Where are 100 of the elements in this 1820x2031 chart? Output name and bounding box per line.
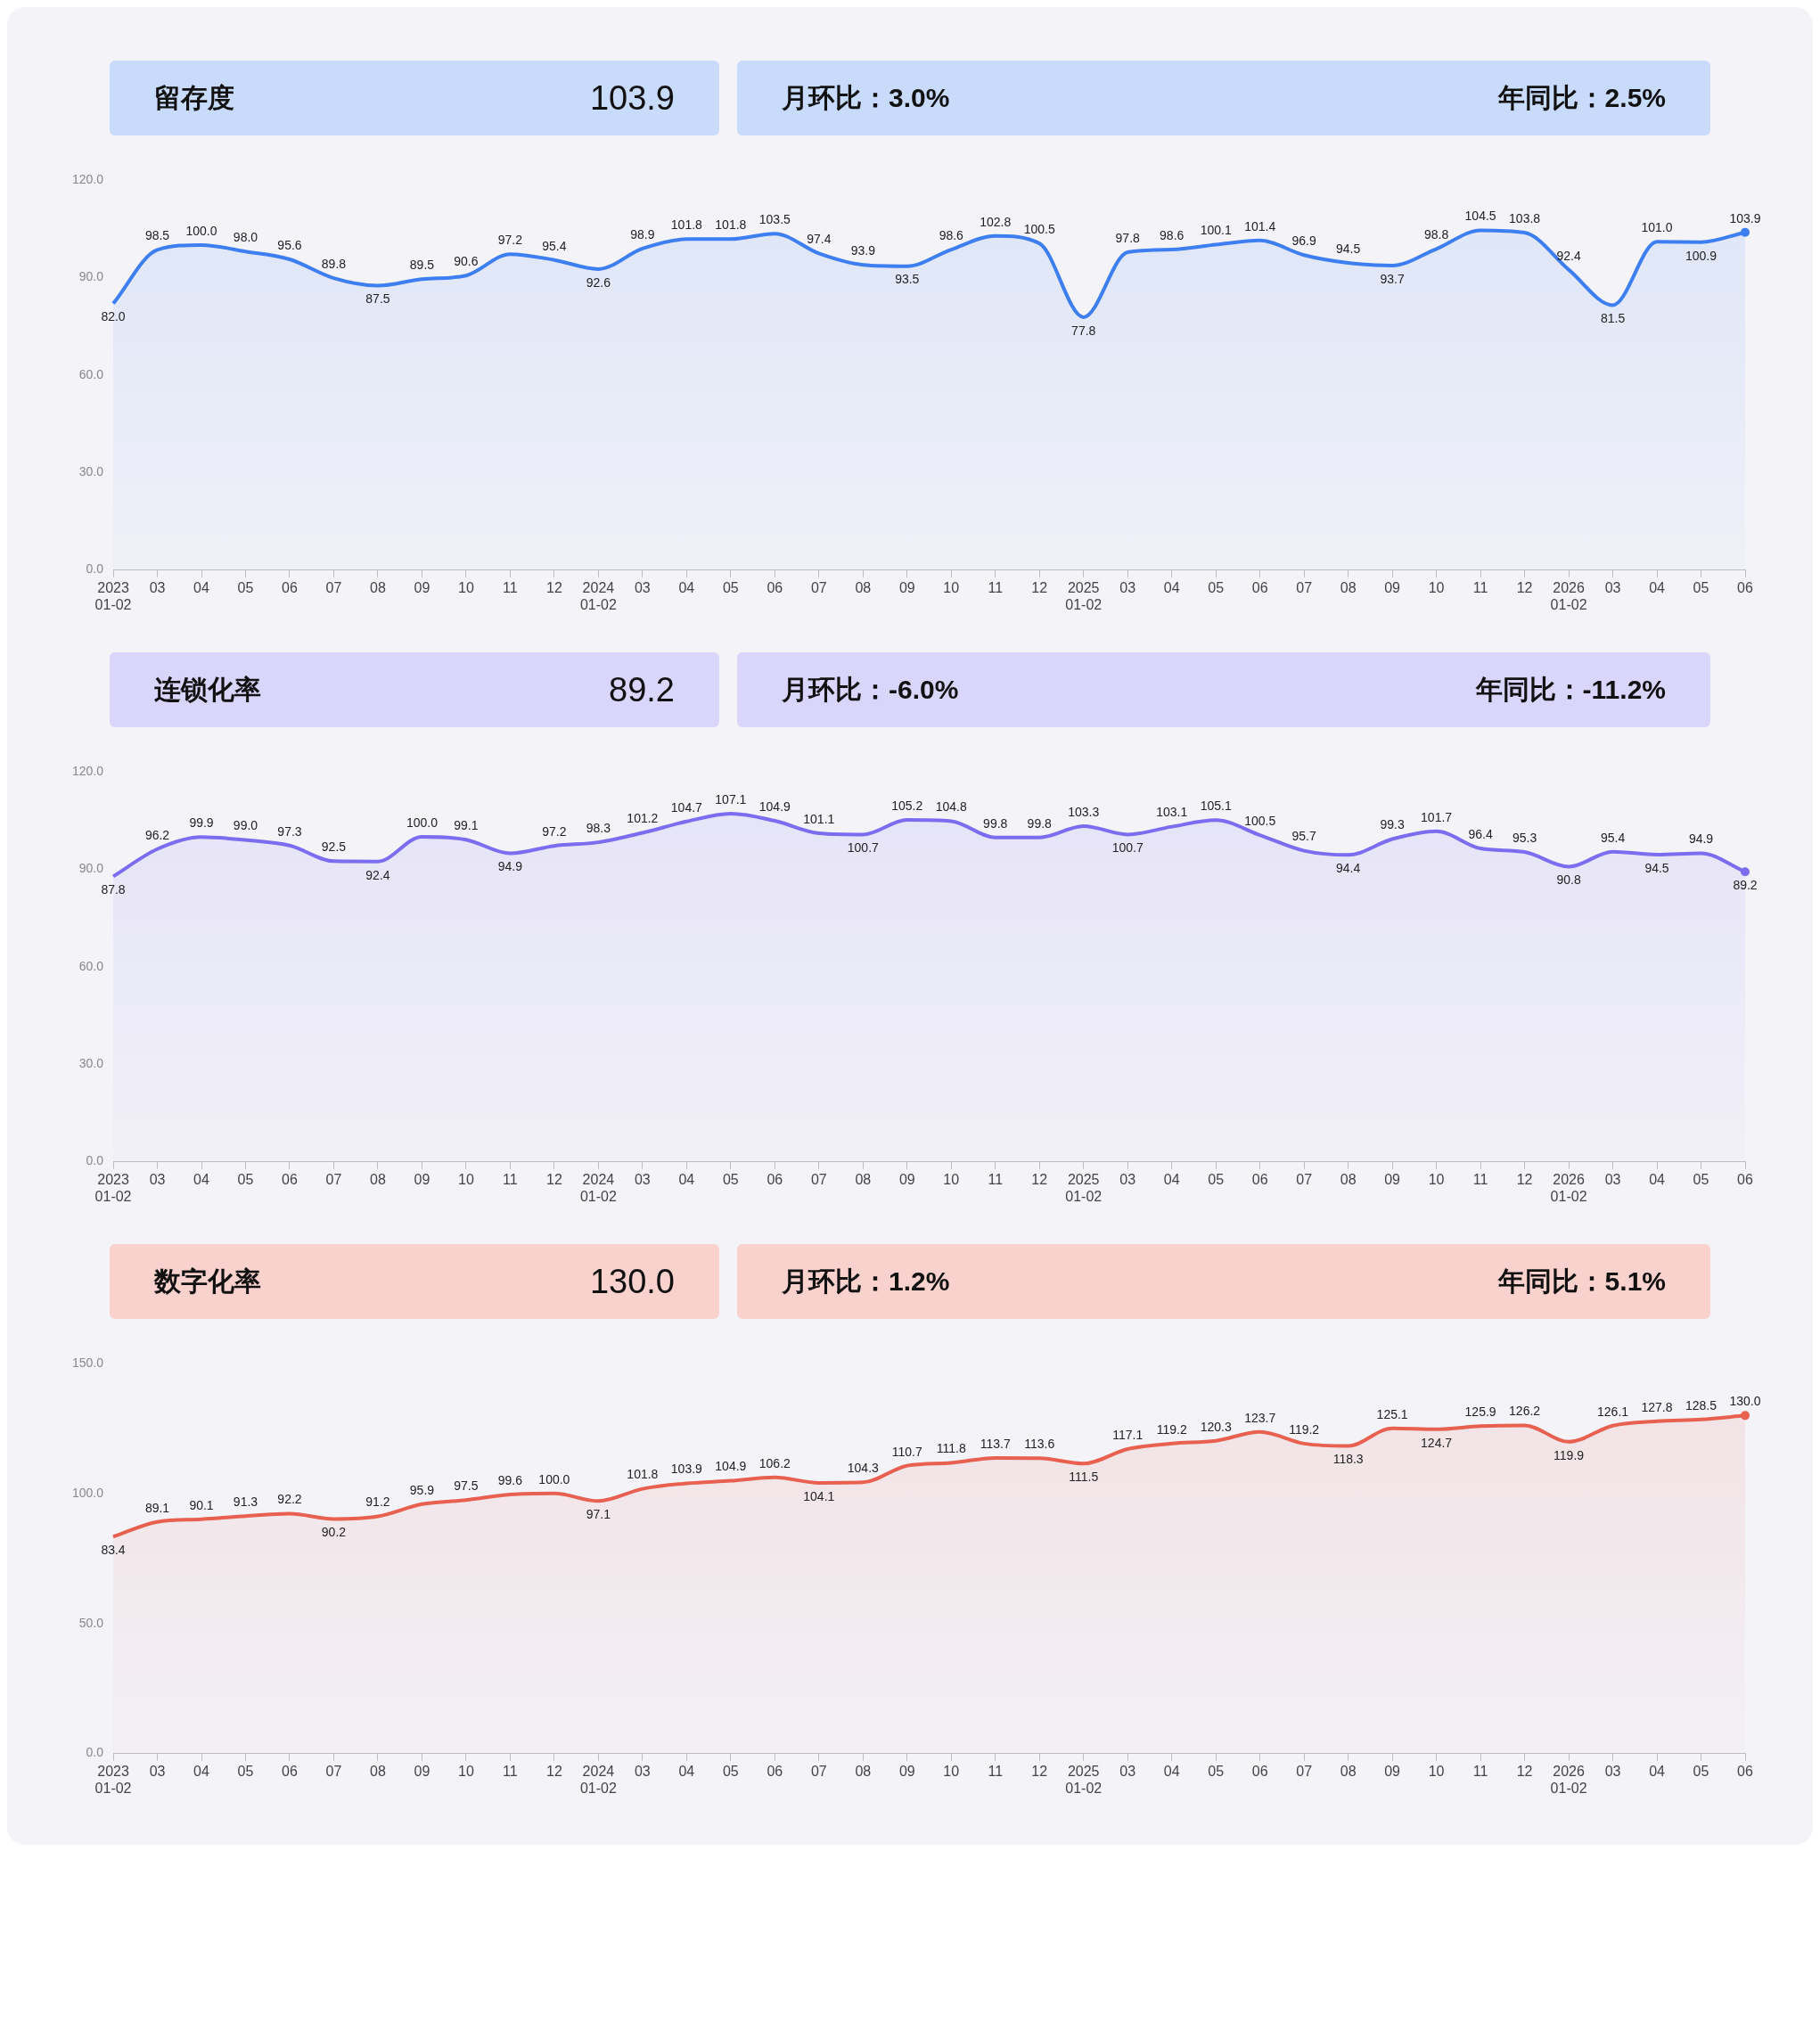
data-label: 104.9 bbox=[715, 1459, 747, 1474]
x-tick-label: 03 bbox=[634, 1171, 651, 1187]
data-label: 82.0 bbox=[101, 309, 126, 324]
data-label: 98.6 bbox=[939, 227, 964, 242]
data-label: 98.8 bbox=[1423, 227, 1449, 242]
x-tick-label: 07 bbox=[325, 1171, 342, 1187]
data-label: 101.1 bbox=[803, 811, 835, 826]
x-tick-label: 08 bbox=[855, 1171, 872, 1187]
data-label: 100.0 bbox=[406, 815, 439, 830]
data-label: 103.3 bbox=[1068, 804, 1100, 819]
data-label: 96.9 bbox=[1291, 233, 1316, 249]
data-label: 94.9 bbox=[1688, 831, 1714, 847]
data-label: 101.8 bbox=[670, 217, 703, 233]
x-tick-label: 12 bbox=[1516, 1171, 1533, 1187]
data-label: 101.2 bbox=[627, 811, 659, 826]
data-label: 99.1 bbox=[454, 818, 479, 833]
data-label: 104.1 bbox=[803, 1488, 835, 1503]
x-tick-label: 11 bbox=[1472, 1763, 1488, 1779]
data-label: 77.8 bbox=[1071, 323, 1096, 338]
data-label: 103.9 bbox=[1729, 210, 1761, 225]
data-label: 100.1 bbox=[1200, 223, 1232, 238]
x-tick-label: 03 bbox=[149, 579, 166, 595]
text: 年同比：-11.2% bbox=[1475, 673, 1666, 706]
data-label: 94.9 bbox=[497, 859, 523, 874]
x-tick-label: 08 bbox=[370, 1763, 386, 1779]
x-tick-label: 12 bbox=[1516, 1763, 1533, 1779]
data-label: 127.8 bbox=[1641, 1399, 1673, 1414]
data-label: 111.8 bbox=[936, 1441, 966, 1456]
data-label: 99.3 bbox=[1380, 817, 1405, 832]
data-label: 98.0 bbox=[233, 230, 258, 245]
data-label: 93.9 bbox=[850, 243, 876, 258]
x-tick-label: 05 bbox=[1693, 579, 1709, 595]
x-tick-label: 08 bbox=[855, 1763, 872, 1779]
data-label: 83.4 bbox=[101, 1543, 126, 1558]
x-tick-label: 03 bbox=[1119, 579, 1136, 595]
data-label: 100.7 bbox=[847, 840, 880, 856]
x-tick-label: 11 bbox=[503, 1171, 518, 1187]
text: 年同比：2.5% bbox=[1497, 81, 1666, 114]
x-tick-label: 10 bbox=[1428, 1171, 1445, 1187]
x-tick-label: 09 bbox=[898, 1763, 915, 1779]
data-label: 106.2 bbox=[758, 1455, 791, 1470]
x-tick-label: 07 bbox=[1296, 1763, 1313, 1779]
x-tick-label: 09 bbox=[1384, 1763, 1401, 1779]
x-tick-label: 11 bbox=[1472, 1171, 1488, 1187]
x-tick-label: 06 bbox=[767, 1763, 783, 1779]
data-label: 104.3 bbox=[847, 1461, 880, 1476]
x-tick-label: 05 bbox=[237, 1171, 254, 1187]
data-label: 97.1 bbox=[586, 1507, 611, 1522]
x-tick-label: 08 bbox=[370, 579, 386, 595]
x-tick-label: 2026 01-02 bbox=[1550, 1171, 1587, 1204]
data-label: 98.5 bbox=[144, 228, 170, 243]
x-tick-label: 10 bbox=[458, 1763, 474, 1779]
data-label: 110.7 bbox=[891, 1444, 922, 1459]
text: 130.0 bbox=[589, 1262, 675, 1301]
data-label: 95.6 bbox=[277, 237, 302, 252]
x-tick-label: 04 bbox=[193, 579, 210, 595]
data-label: 97.2 bbox=[497, 233, 523, 247]
x-tick-label: 10 bbox=[1428, 1763, 1445, 1779]
x-tick-label: 11 bbox=[1472, 579, 1488, 595]
data-label: 103.5 bbox=[758, 212, 791, 227]
x-tick-label: 06 bbox=[1251, 1763, 1268, 1779]
x-tick-label: 12 bbox=[545, 1763, 562, 1779]
x-tick-label: 09 bbox=[414, 1171, 430, 1187]
chart-title: 连锁化率 bbox=[154, 673, 261, 706]
x-tick-label: 08 bbox=[370, 1171, 386, 1187]
x-tick-label: 11 bbox=[988, 579, 1004, 595]
x-tick-label: 11 bbox=[503, 579, 518, 595]
data-label: 99.9 bbox=[189, 815, 214, 831]
y-tick-label: 120.0 bbox=[71, 763, 104, 778]
x-tick-label: 06 bbox=[1737, 579, 1753, 595]
y-tick-label: 100.0 bbox=[71, 1485, 104, 1500]
x-tick-label: 06 bbox=[767, 579, 783, 595]
data-label: 119.9 bbox=[1554, 1447, 1585, 1462]
x-tick-label: 2026 01-02 bbox=[1550, 1763, 1587, 1796]
x-tick-label: 2023 01-02 bbox=[94, 579, 132, 612]
x-tick-label: 2023 01-02 bbox=[94, 1171, 132, 1204]
x-tick-label: 05 bbox=[1693, 1763, 1709, 1779]
x-tick-label: 2025 01-02 bbox=[1065, 1171, 1103, 1204]
x-tick-label: 09 bbox=[414, 1763, 430, 1779]
x-tick-label: 07 bbox=[325, 1763, 342, 1779]
x-tick-label: 06 bbox=[1737, 1171, 1753, 1187]
x-tick-label: 06 bbox=[767, 1171, 783, 1187]
x-tick-label: 05 bbox=[722, 1171, 739, 1187]
data-label: 99.8 bbox=[983, 815, 1008, 831]
data-label: 124.7 bbox=[1421, 1435, 1453, 1450]
x-tick-label: 05 bbox=[1208, 579, 1225, 595]
x-tick-label: 2025 01-02 bbox=[1065, 579, 1103, 612]
x-tick-label: 09 bbox=[898, 579, 915, 595]
x-tick-label: 07 bbox=[810, 579, 827, 595]
x-tick-label: 07 bbox=[1296, 579, 1313, 595]
text: 月环比：1.2% bbox=[782, 1265, 950, 1298]
data-label: 94.4 bbox=[1336, 861, 1361, 876]
y-tick-label: 90.0 bbox=[78, 269, 104, 284]
data-label: 107.1 bbox=[715, 791, 747, 807]
x-tick-label: 04 bbox=[1163, 1171, 1180, 1187]
data-label: 101.0 bbox=[1641, 220, 1673, 235]
data-label: 98.6 bbox=[1160, 227, 1185, 242]
x-tick-label: 04 bbox=[1163, 1763, 1180, 1779]
y-tick-label: 150.0 bbox=[71, 1355, 104, 1370]
data-label: 89.5 bbox=[409, 258, 435, 273]
